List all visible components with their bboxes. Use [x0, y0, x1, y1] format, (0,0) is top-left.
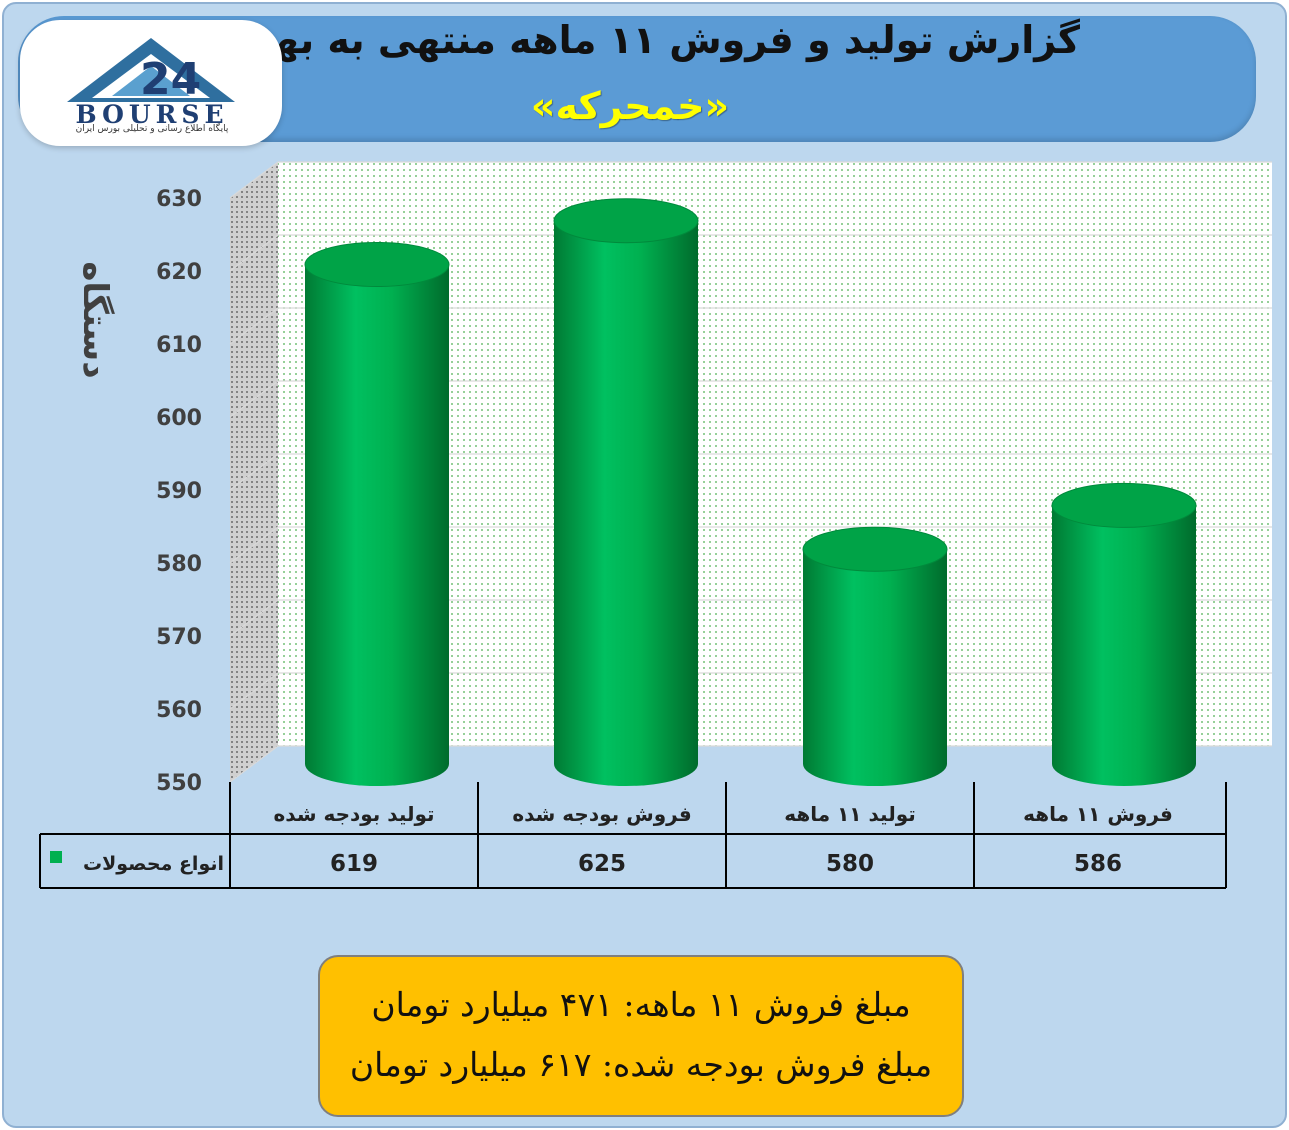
- y-tick-label: 600: [156, 406, 202, 431]
- y-tick-label: 550: [156, 771, 202, 796]
- bar-body: [305, 264, 449, 786]
- category-label: فروش بودجه شده: [512, 802, 691, 826]
- bar-top: [553, 198, 699, 244]
- data-label: 580: [826, 851, 874, 877]
- logo-tagline: پایگاه اطلاع رسانی و تحلیلی بورس ایران: [75, 124, 229, 134]
- bourse24-logo: 24 BOURSE پایگاه اطلاع رسانی و تحلیلی بو…: [20, 20, 282, 146]
- sales-amount-box: مبلغ فروش ۱۱ ماهه: ۴۷۱ میلیارد تومان مبل…: [318, 955, 964, 1117]
- bar-body: [803, 549, 947, 786]
- bar: [553, 198, 699, 786]
- y-tick-label: 560: [156, 698, 202, 723]
- gridline: [229, 380, 1272, 418]
- y-tick-label: 620: [156, 260, 202, 285]
- legend-series-name: انواع محصولات: [83, 853, 224, 875]
- category-label: تولید بودجه شده: [273, 802, 434, 826]
- y-tick-label: 630: [156, 187, 202, 212]
- y-axis-ticks: 550 560 570 580 590 600 610 620 630: [156, 187, 202, 796]
- svg-text:24: 24: [140, 54, 201, 105]
- data-table: تولید بودجه شده فروش بودجه شده تولید ۱۱ ما…: [39, 782, 1227, 889]
- bar: [304, 242, 450, 786]
- budgeted-sales: مبلغ فروش بودجه شده: ۶۱۷ میلیارد تومان: [349, 1045, 933, 1084]
- bar: [802, 526, 948, 786]
- category-label: تولید ۱۱ ماهه: [784, 802, 916, 826]
- y-tick-label: 590: [156, 479, 202, 504]
- bars: [304, 198, 1197, 786]
- company-name: «خمحرکه»: [530, 84, 730, 128]
- category-label: فروش ۱۱ ماهه: [1023, 802, 1173, 826]
- data-label: 586: [1074, 851, 1122, 877]
- bar-body: [1052, 505, 1196, 786]
- legend-key: [50, 851, 62, 863]
- report-title: گزارش تولید و فروش ۱۱ ماهه منتهی به بهمن: [215, 18, 1080, 62]
- gridline: [229, 307, 1272, 345]
- sales-11-months: مبلغ فروش ۱۱ ماهه: ۴۷۱ میلیارد تومان: [371, 985, 911, 1024]
- y-tick-label: 610: [156, 333, 202, 358]
- logo-wordmark: BOURSE: [75, 100, 229, 129]
- data-label: 619: [330, 851, 378, 877]
- gridline: [229, 526, 1272, 564]
- y-tick-label: 580: [156, 552, 202, 577]
- gridline: [229, 161, 1272, 199]
- bar-top: [304, 242, 450, 287]
- bar-top: [1051, 482, 1197, 528]
- y-axis-label: دستگاه: [75, 261, 115, 379]
- bar: [1051, 482, 1197, 786]
- bar-top: [802, 526, 948, 572]
- bar-body: [554, 220, 698, 786]
- gridline: [229, 234, 1272, 272]
- data-label: 625: [578, 851, 626, 877]
- y-tick-label: 570: [156, 625, 202, 650]
- gridline: [229, 453, 1272, 491]
- triangle-24-icon: 24: [67, 38, 235, 105]
